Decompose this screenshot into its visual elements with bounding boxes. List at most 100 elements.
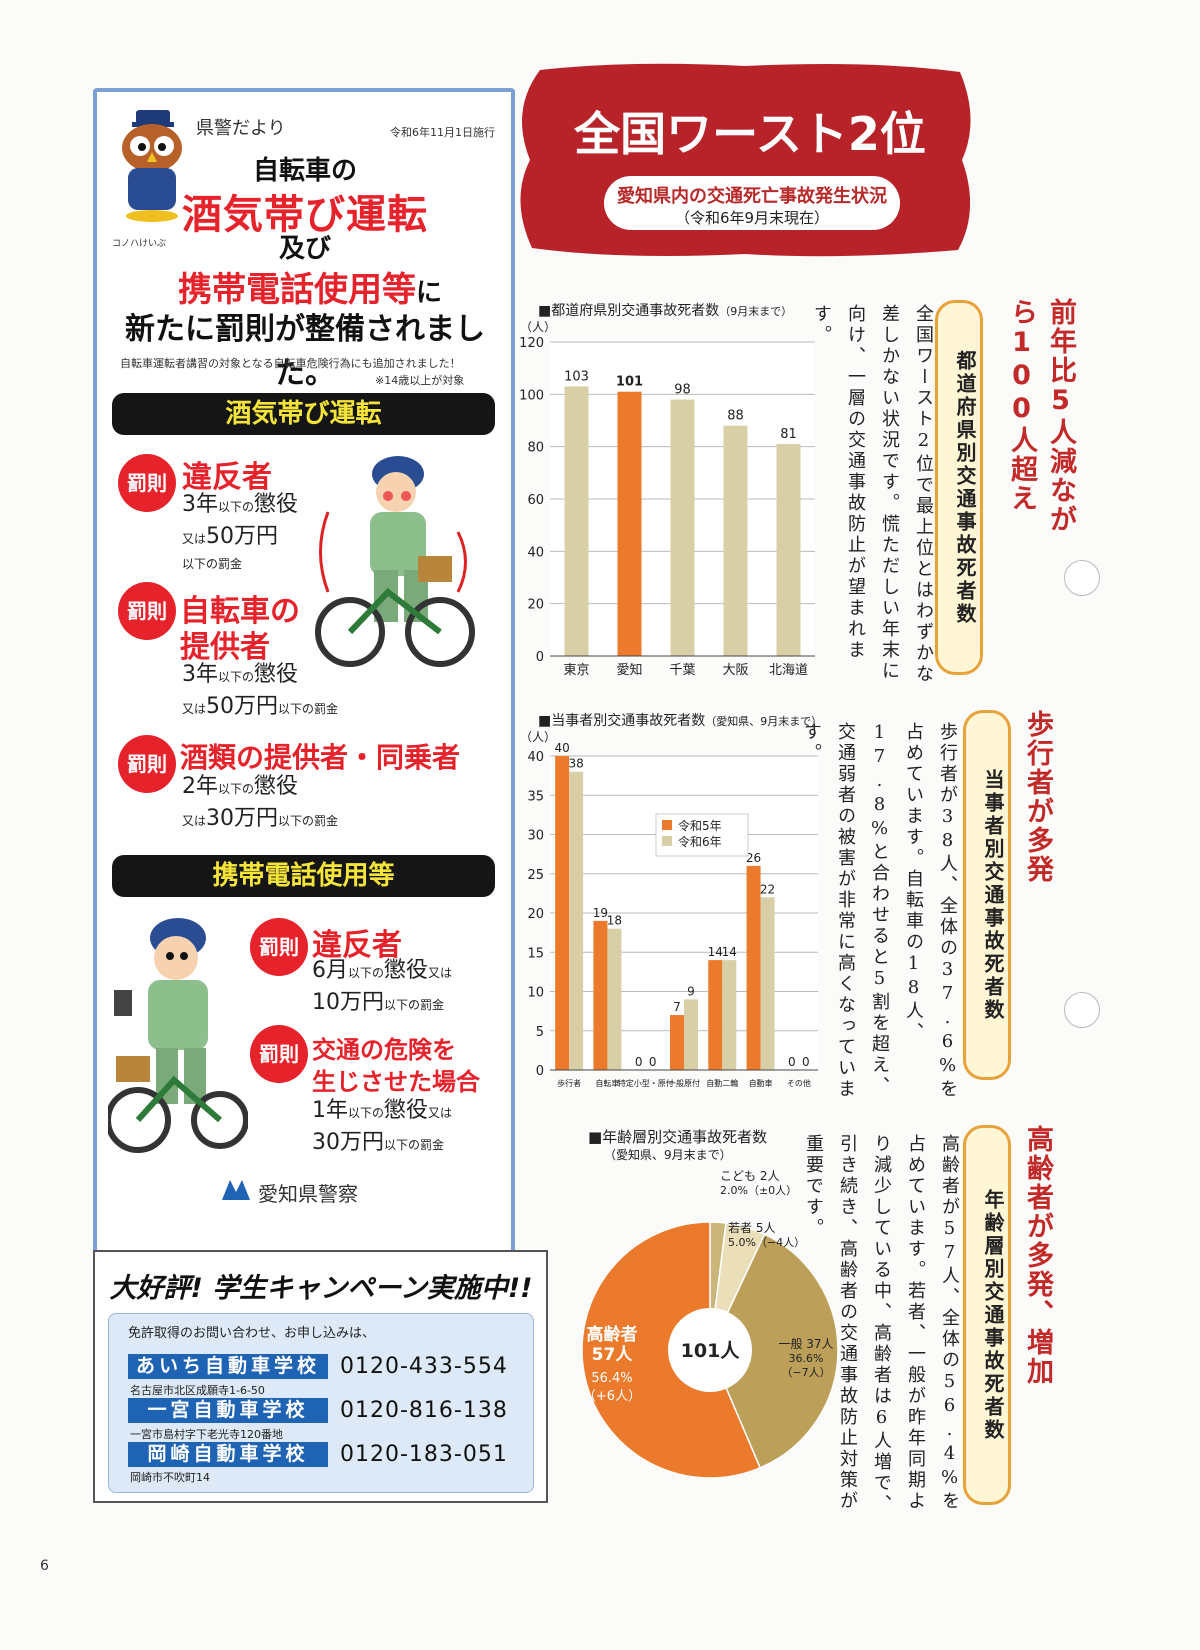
age-note: ※14歳以上が対象 (375, 374, 465, 387)
penalty-head: 違反者 (182, 460, 272, 495)
chart3-center-label: 101人 (681, 1340, 741, 1362)
chart3-slice-label: 若者 5人 (728, 1221, 775, 1235)
article2-headline: 歩行者が多発 (1022, 710, 1053, 884)
article3-pill: 年齢層別交通事故死者数 (963, 1125, 1011, 1505)
chart2-legend-swatch (662, 836, 672, 846)
chart2-bar (593, 920, 608, 1070)
chart1-y-tick: 100 (519, 388, 544, 403)
article2-pill: 当事者別交通事故死者数 (963, 710, 1011, 1080)
penalty-body: 1年以下の懲役又は 30万円以下の罰金 (312, 1098, 453, 1155)
penalty-badge: 罰則 (250, 918, 308, 976)
chart2-value-label: 14 (708, 945, 723, 959)
chart1-bar (776, 444, 801, 656)
headline-line5: 新たに罰則が整備されました。 (125, 312, 485, 391)
chart1-value-label: 101 (616, 375, 643, 390)
chart3-slice-note: 5.0%（−4人） (728, 1236, 805, 1249)
binder-hole (1064, 992, 1100, 1028)
chart3-slice-note: 36.6% (789, 1352, 824, 1365)
article3-headline: 高齢者が多発、増加 (1022, 1125, 1053, 1386)
phone-cyclist-illustration-icon (108, 918, 248, 1153)
chart3-slice-label: 一般 37人 (778, 1336, 833, 1351)
chart1-value-label: 88 (727, 409, 744, 424)
penalty-head: 自転車の (180, 594, 300, 629)
penalty-head: 交通の危険を (312, 1036, 456, 1064)
chart2-x-tick: 特定小型・原付 (618, 1078, 674, 1088)
chart1-x-tick: 北海道 (769, 663, 808, 678)
headline-line3: 及び (278, 234, 331, 264)
penalty-body: 3年以下の懲役 又は50万円 以下の罰金 (182, 492, 299, 571)
chart2-y-tick: 40 (527, 750, 544, 765)
chart3-age-deaths: 101人 こども 2人2.0%（±0人） 若者 5人5.0%（−4人） 一般 37人3… (581, 1169, 839, 1479)
chart1-bar (617, 391, 642, 656)
chart1-value-label: 103 (564, 369, 589, 384)
chart2-bar (569, 771, 584, 1070)
section-title-drunk-riding: 酒気帯び運転 (112, 393, 495, 435)
police-name: 愛知県警察 (258, 1182, 358, 1206)
school-address: 名古屋市北区成願寺1-6-50 (130, 1384, 265, 1397)
chart2-bar (684, 999, 698, 1070)
chart3-note: （愛知県、9月末まで） (604, 1148, 732, 1162)
penalty-body: 3年以下の懲役 又は50万円以下の罰金 (182, 662, 339, 719)
chart2-x-tick: 自動車 (749, 1078, 773, 1088)
header-title: 全国ワースト2位 (574, 107, 926, 161)
chart2-y-tick: 0 (536, 1064, 544, 1079)
chart1-bar (723, 425, 748, 656)
penalty-badge: 罰則 (250, 1025, 308, 1083)
headline-line2: 酒気帯び運転 (182, 192, 428, 238)
chart1-title: ■都道府県別交通事故死者数（9月末まで） (538, 303, 793, 319)
campaign-lead: 免許取得のお問い合わせ、お申し込みは、 (128, 1326, 376, 1341)
penalty-head: 提供者 (180, 630, 270, 665)
chart2-unit: （人） (520, 730, 557, 744)
chart2-bar (722, 960, 737, 1070)
drunk-cyclist-illustration-icon (315, 456, 475, 667)
mascot-name: コノハけいぶ (112, 239, 167, 249)
notice-header: 県警だより (196, 118, 286, 139)
chart2-value-label: 40 (555, 741, 570, 755)
chart2-x-tick: 自転車 (595, 1078, 619, 1088)
chart2-x-tick: その他 (787, 1078, 811, 1088)
aichi-police-logo-icon (222, 1180, 250, 1200)
chart1-value-label: 81 (780, 427, 797, 442)
chart2-title: ■当事者別交通事故死者数（愛知県、9月末まで） (538, 713, 823, 729)
chart1-y-tick: 60 (527, 493, 544, 508)
chart1-x-tick: 大阪 (722, 663, 748, 678)
chart2-y-tick: 10 (527, 986, 544, 1001)
chart2-bar (607, 928, 622, 1070)
chart2-legend-swatch (662, 820, 672, 830)
chart2-value-label: 9 (687, 984, 695, 998)
header-subtitle: 愛知県内の交通死亡事故発生状況 (617, 186, 887, 207)
chart2-y-tick: 30 (527, 829, 544, 844)
chart2-x-tick: 歩行者 (557, 1078, 581, 1088)
chart3-center (668, 1308, 752, 1392)
chart3-slice-count: 57人 (592, 1345, 634, 1365)
chart2-y-tick: 35 (527, 789, 544, 804)
chart2-value-label: 0 (788, 1055, 796, 1069)
chart2-bar (708, 960, 723, 1070)
penalty-body: 6月以下の懲役又は 10万円以下の罰金 (312, 958, 453, 1015)
chart2-y-tick: 5 (536, 1025, 544, 1040)
chart2-legend-label: 令和5年 (678, 818, 722, 833)
chart2-y-tick: 15 (527, 946, 544, 961)
penalty-head: 違反者 (312, 928, 402, 963)
owl-mascot-icon (122, 110, 182, 222)
campaign-title: 大好評! 学生キャンペーン実施中!! (109, 1273, 533, 1304)
chart2-bar (555, 756, 570, 1070)
chart3-slice-note: （+6人） (583, 1389, 641, 1404)
chart3-slice-note: 2.0%（±0人） (720, 1184, 797, 1197)
chart2-value-label: 26 (746, 851, 761, 865)
school-phone[interactable]: 0120-183-051 (340, 1442, 508, 1467)
chart1-x-tick: 千葉 (669, 663, 695, 678)
chart3-slice (709, 1233, 839, 1469)
chart3-slice-note: 56.4% (591, 1371, 632, 1386)
chart2-x-tick: 自動二輪 (706, 1078, 738, 1088)
chart2-x-tick: 一般原付 (668, 1078, 700, 1088)
chart2-value-label: 19 (593, 906, 608, 920)
chart1-prefecture-deaths: 0 20 40 60 80 100 120 103 東京 101 愛知 98 千葉 88 大阪 81 北海道 (519, 336, 815, 678)
article1-pill: 都道府県別交通事故死者数 (935, 300, 983, 675)
school-phone[interactable]: 0120-816-138 (340, 1398, 508, 1423)
chart3-slice-note: （−7人） (781, 1366, 830, 1379)
chart2-value-label: 0 (635, 1055, 643, 1069)
chart1-bar (564, 386, 589, 656)
headline-line1: 自転車の (252, 156, 357, 186)
school-phone[interactable]: 0120-433-554 (340, 1354, 508, 1379)
